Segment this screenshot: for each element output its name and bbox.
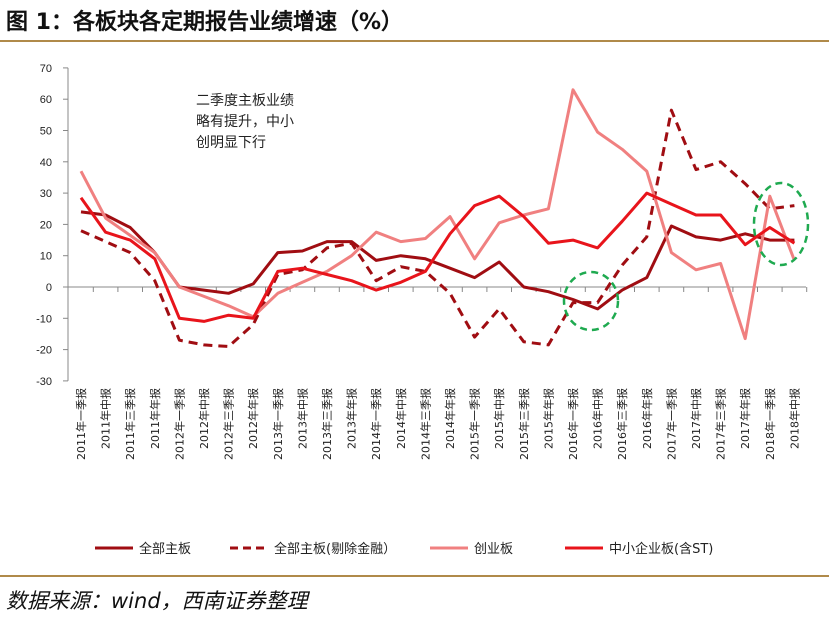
bottom-rule bbox=[0, 575, 829, 577]
y-tick-label: -30 bbox=[36, 376, 52, 388]
x-tick-label: 2017年一季报 bbox=[664, 388, 678, 460]
source-note: 数据来源：wind，西南证券整理 bbox=[6, 589, 308, 613]
legend-label: 全部主板(剔除金融） bbox=[274, 541, 396, 557]
y-tick-label: -20 bbox=[36, 345, 52, 357]
x-tick-label: 2018年中报 bbox=[787, 388, 801, 449]
x-tick-label: 2014年中报 bbox=[394, 388, 408, 449]
y-tick-label: 0 bbox=[46, 282, 52, 294]
x-tick-label: 2016年中报 bbox=[591, 388, 605, 449]
x-tick-label: 2011年中报 bbox=[99, 388, 113, 449]
series-line-3 bbox=[79, 191, 796, 323]
x-tick-label: 2011年一季报 bbox=[74, 388, 88, 460]
y-tick-label: 40 bbox=[40, 157, 52, 169]
figure-title: 图 1：各板块各定期报告业绩增速（%） bbox=[6, 10, 404, 35]
top-rule bbox=[0, 40, 829, 42]
x-tick-label: 2014年年报 bbox=[443, 388, 457, 449]
x-tick-label: 2014年一季报 bbox=[369, 388, 383, 460]
x-tick-label: 2015年一季报 bbox=[468, 388, 482, 460]
x-tick-label: 2014年三季报 bbox=[418, 388, 432, 460]
x-tick-label: 2013年中报 bbox=[295, 388, 309, 449]
x-tick-label: 2013年年报 bbox=[345, 388, 359, 449]
x-tick-label: 2015年年报 bbox=[541, 388, 555, 449]
x-tick-label: 2017年年报 bbox=[738, 388, 752, 449]
series-line-0 bbox=[80, 210, 795, 311]
x-tick-label: 2015年中报 bbox=[492, 388, 506, 449]
x-tick-label: 2016年三季报 bbox=[615, 388, 629, 460]
y-tick-label: 50 bbox=[40, 126, 52, 138]
annotation-line: 略有提升，中小 bbox=[196, 114, 294, 130]
y-tick-label: -10 bbox=[36, 313, 52, 325]
series-line-2 bbox=[79, 88, 796, 341]
x-tick-label: 2017年中报 bbox=[689, 388, 703, 449]
x-tick-label: 2016年年报 bbox=[640, 388, 654, 449]
y-tick-label: 60 bbox=[40, 94, 52, 106]
x-tick-label: 2018年一季报 bbox=[763, 388, 777, 460]
legend-label: 中小企业板(含ST) bbox=[609, 541, 713, 557]
annotation-line: 创明显下行 bbox=[196, 135, 266, 151]
x-tick-label: 2011年三季报 bbox=[123, 388, 137, 460]
x-tick-label: 2012年中报 bbox=[197, 388, 211, 449]
x-tick-label: 2015年三季报 bbox=[517, 388, 531, 460]
legend-label: 创业板 bbox=[474, 542, 513, 557]
highlight-ellipse-2016 bbox=[562, 270, 620, 332]
x-tick-label: 2012年三季报 bbox=[222, 388, 236, 460]
x-tick-label: 2011年年报 bbox=[148, 388, 162, 449]
x-tick-label: 2017年三季报 bbox=[714, 388, 728, 460]
highlight-ellipse-2018 bbox=[752, 181, 810, 267]
x-tick-label: 2013年三季报 bbox=[320, 388, 334, 460]
legend-label: 全部主板 bbox=[139, 541, 191, 557]
y-tick-label: 70 bbox=[40, 63, 52, 75]
y-tick-label: 30 bbox=[40, 188, 52, 200]
y-tick-label: 10 bbox=[40, 251, 52, 263]
x-tick-label: 2012年年报 bbox=[246, 388, 260, 449]
y-tick-label: 20 bbox=[40, 219, 52, 231]
x-tick-label: 2012年一季报 bbox=[172, 388, 186, 460]
x-tick-label: 2013年一季报 bbox=[271, 388, 285, 460]
line-chart: -30 -20 -10 0 10 20 30 40 50 60 70 2011年一季报 2011年中报 2… bbox=[36, 63, 810, 557]
annotation-line: 二季度主板业绩 bbox=[196, 93, 294, 109]
x-tick-label: 2016年一季报 bbox=[566, 388, 580, 460]
